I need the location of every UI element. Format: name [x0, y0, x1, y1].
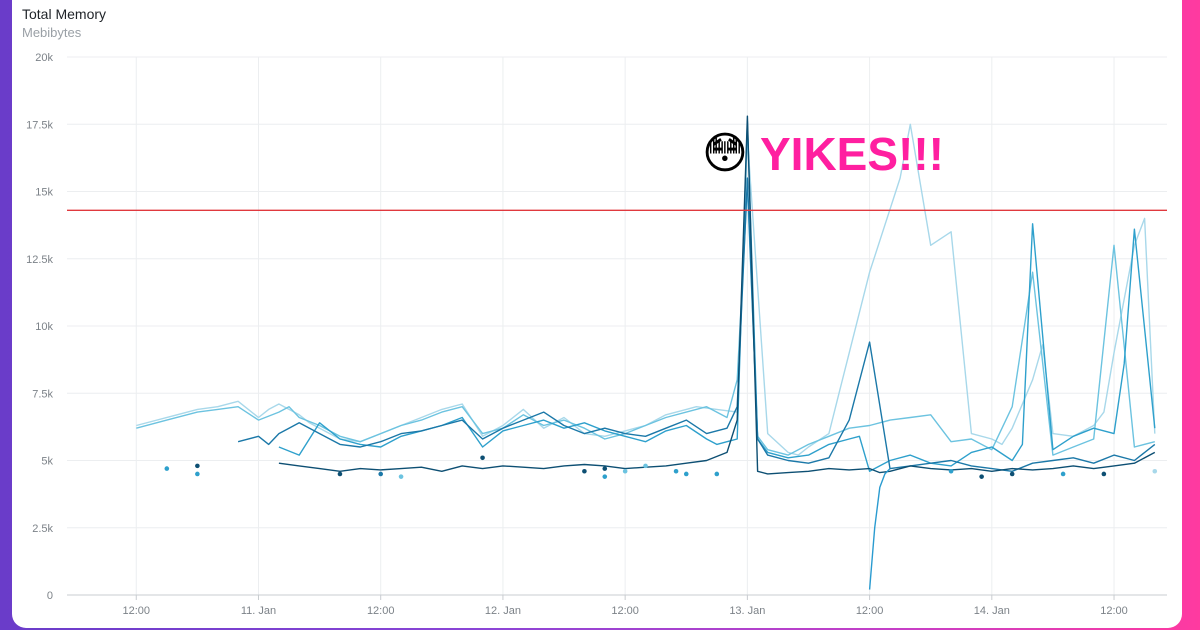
data-point	[714, 471, 720, 477]
x-tick-label: 12. Jan	[485, 605, 521, 617]
annotation-text: YIKES!!!	[760, 128, 944, 180]
x-tick-label: 12:00	[367, 605, 395, 617]
y-tick-label: 12.5k	[26, 254, 53, 266]
series-line-4	[237, 177, 1156, 472]
data-point	[1009, 471, 1015, 477]
data-point	[164, 466, 170, 471]
data-point	[582, 468, 587, 474]
x-tick-label: 12:00	[856, 605, 884, 617]
series-line-5	[278, 115, 1156, 475]
series-line-1	[136, 123, 1156, 456]
data-point	[195, 463, 200, 469]
y-tick-label: 20k	[35, 52, 53, 64]
series-line-6	[868, 468, 891, 590]
x-tick-label: 12:00	[611, 605, 639, 617]
x-tick-label: 12:00	[122, 605, 150, 617]
data-point	[948, 468, 954, 474]
x-tick-label: 13. Jan	[729, 605, 765, 617]
data-point	[1152, 468, 1158, 474]
chart-subtitle: Mebibytes	[22, 25, 82, 40]
data-point	[398, 474, 404, 479]
data-point	[602, 466, 608, 471]
data-point	[673, 468, 679, 474]
chart-plot: 0 2.5k 5k 7.5k 10k 12.5k 15k 17.5k 20k 12:00 11. J…	[26, 52, 1167, 617]
data-point	[480, 455, 485, 461]
x-tick-label: 12:00	[1100, 605, 1128, 617]
data-point	[1101, 471, 1107, 477]
data-point	[195, 471, 200, 477]
data-point	[622, 468, 628, 474]
data-point	[643, 463, 648, 469]
data-point	[378, 471, 384, 477]
y-tick-label: 7.5k	[32, 388, 53, 400]
chart-card: Total Memory Mebibytes 0 2.5k 5k 7.5k 10k 12.…	[12, 0, 1182, 628]
chart-title: Total Memory	[22, 6, 107, 22]
data-point	[683, 471, 689, 477]
y-tick-label: 15k	[35, 187, 53, 199]
data-point	[337, 471, 343, 477]
y-tick-label: 0	[47, 590, 53, 602]
y-tick-label: 5k	[41, 456, 53, 468]
y-tick-label: 2.5k	[32, 523, 53, 535]
data-point	[602, 474, 608, 479]
series-line-2	[136, 185, 1155, 456]
annotation-emoji: 😳	[702, 128, 748, 179]
x-tick-label: 14. Jan	[974, 605, 1010, 617]
x-tick-label: 11. Jan	[241, 605, 276, 617]
y-tick-label: 10k	[35, 321, 53, 333]
data-point	[979, 474, 984, 479]
y-tick-label: 17.5k	[26, 119, 53, 131]
data-point	[1060, 471, 1066, 477]
